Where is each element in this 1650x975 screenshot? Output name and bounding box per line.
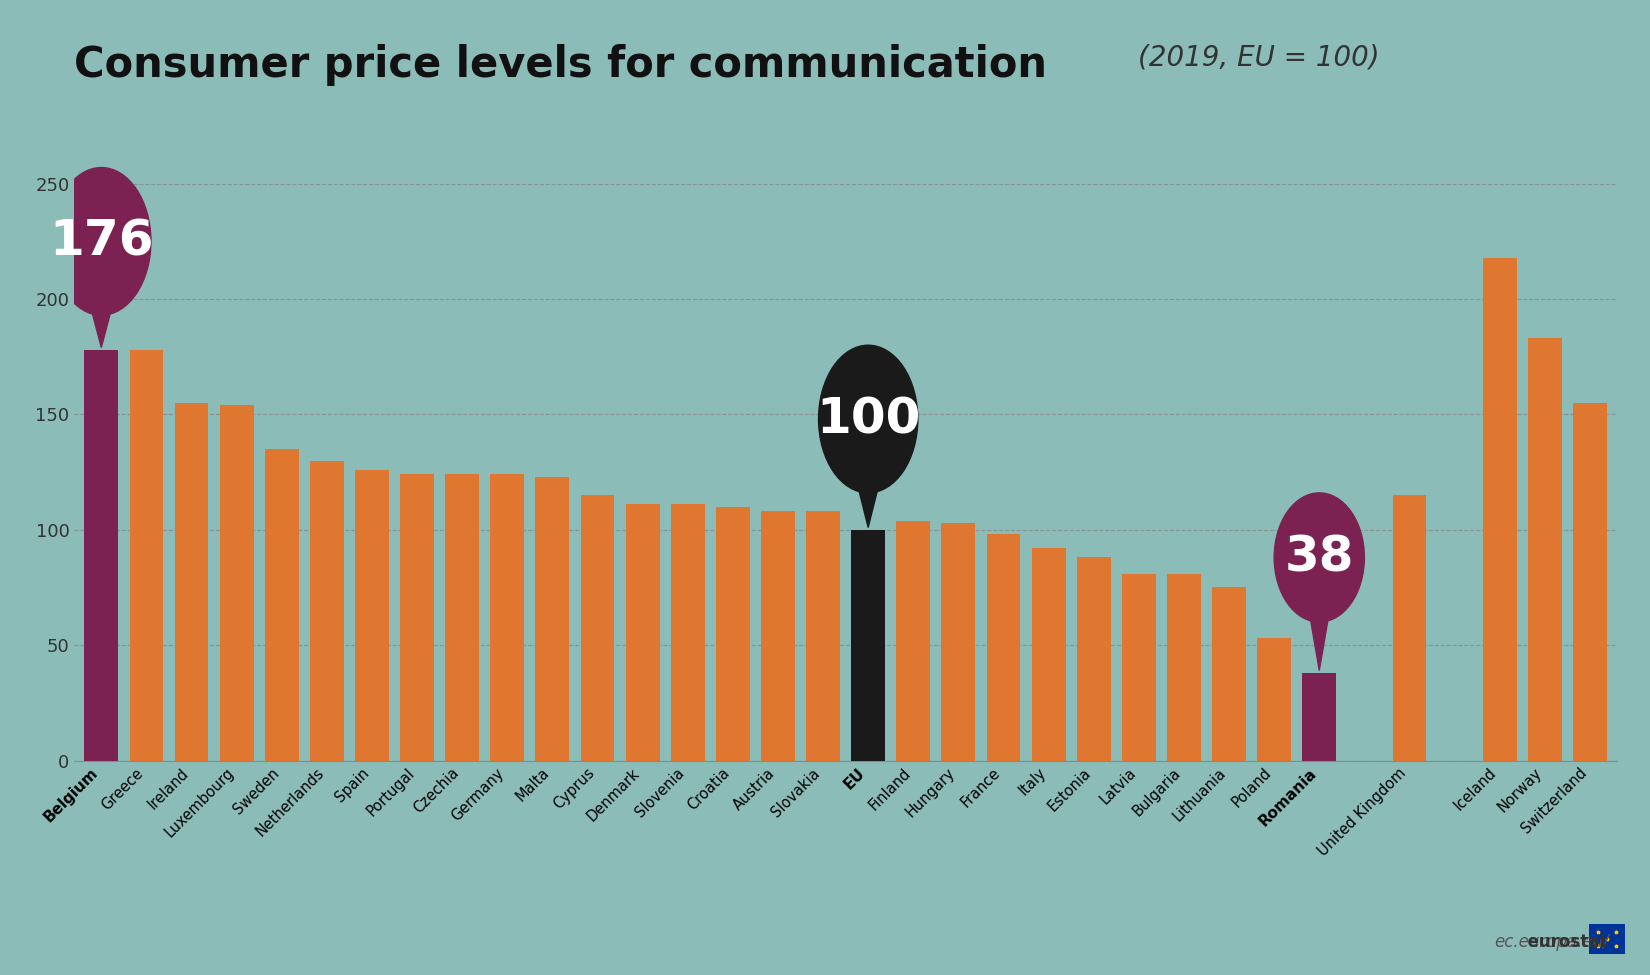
Bar <box>1213 588 1246 760</box>
Bar <box>1167 573 1201 760</box>
Bar <box>581 495 614 760</box>
Bar <box>1302 673 1337 761</box>
Bar <box>84 350 119 760</box>
Polygon shape <box>1310 613 1330 671</box>
Bar <box>1483 257 1516 760</box>
Bar <box>310 460 343 760</box>
Text: ec.europa.eu/: ec.europa.eu/ <box>1493 933 1609 951</box>
Bar <box>896 521 931 760</box>
Ellipse shape <box>818 345 917 492</box>
Bar <box>355 470 389 760</box>
Text: Consumer price levels for communication: Consumer price levels for communication <box>74 44 1048 86</box>
Ellipse shape <box>1274 492 1365 622</box>
Bar <box>1257 639 1290 760</box>
Bar <box>490 475 525 760</box>
Bar <box>987 534 1020 760</box>
Bar <box>851 529 884 760</box>
Bar <box>446 475 478 760</box>
Bar <box>1077 558 1110 760</box>
Bar <box>716 507 749 760</box>
Bar <box>672 504 705 760</box>
Bar <box>266 449 299 760</box>
Bar <box>942 523 975 760</box>
Bar <box>129 350 163 760</box>
Bar <box>1122 573 1155 760</box>
Text: eurostat: eurostat <box>1447 933 1607 951</box>
Bar <box>807 511 840 760</box>
Bar <box>1528 338 1563 760</box>
Text: 38: 38 <box>1285 533 1355 581</box>
Bar <box>219 406 254 760</box>
Bar <box>1393 495 1426 760</box>
Bar <box>401 475 434 760</box>
Bar <box>536 477 569 760</box>
Bar <box>761 511 795 760</box>
Bar <box>625 504 660 760</box>
Ellipse shape <box>51 168 150 315</box>
Polygon shape <box>858 484 879 527</box>
Bar <box>175 403 208 760</box>
Polygon shape <box>91 306 112 347</box>
Text: (2019, EU = 100): (2019, EU = 100) <box>1138 44 1379 72</box>
Text: 100: 100 <box>817 395 921 443</box>
Text: 176: 176 <box>50 217 153 265</box>
Bar <box>1031 548 1066 760</box>
Bar <box>1572 403 1607 760</box>
